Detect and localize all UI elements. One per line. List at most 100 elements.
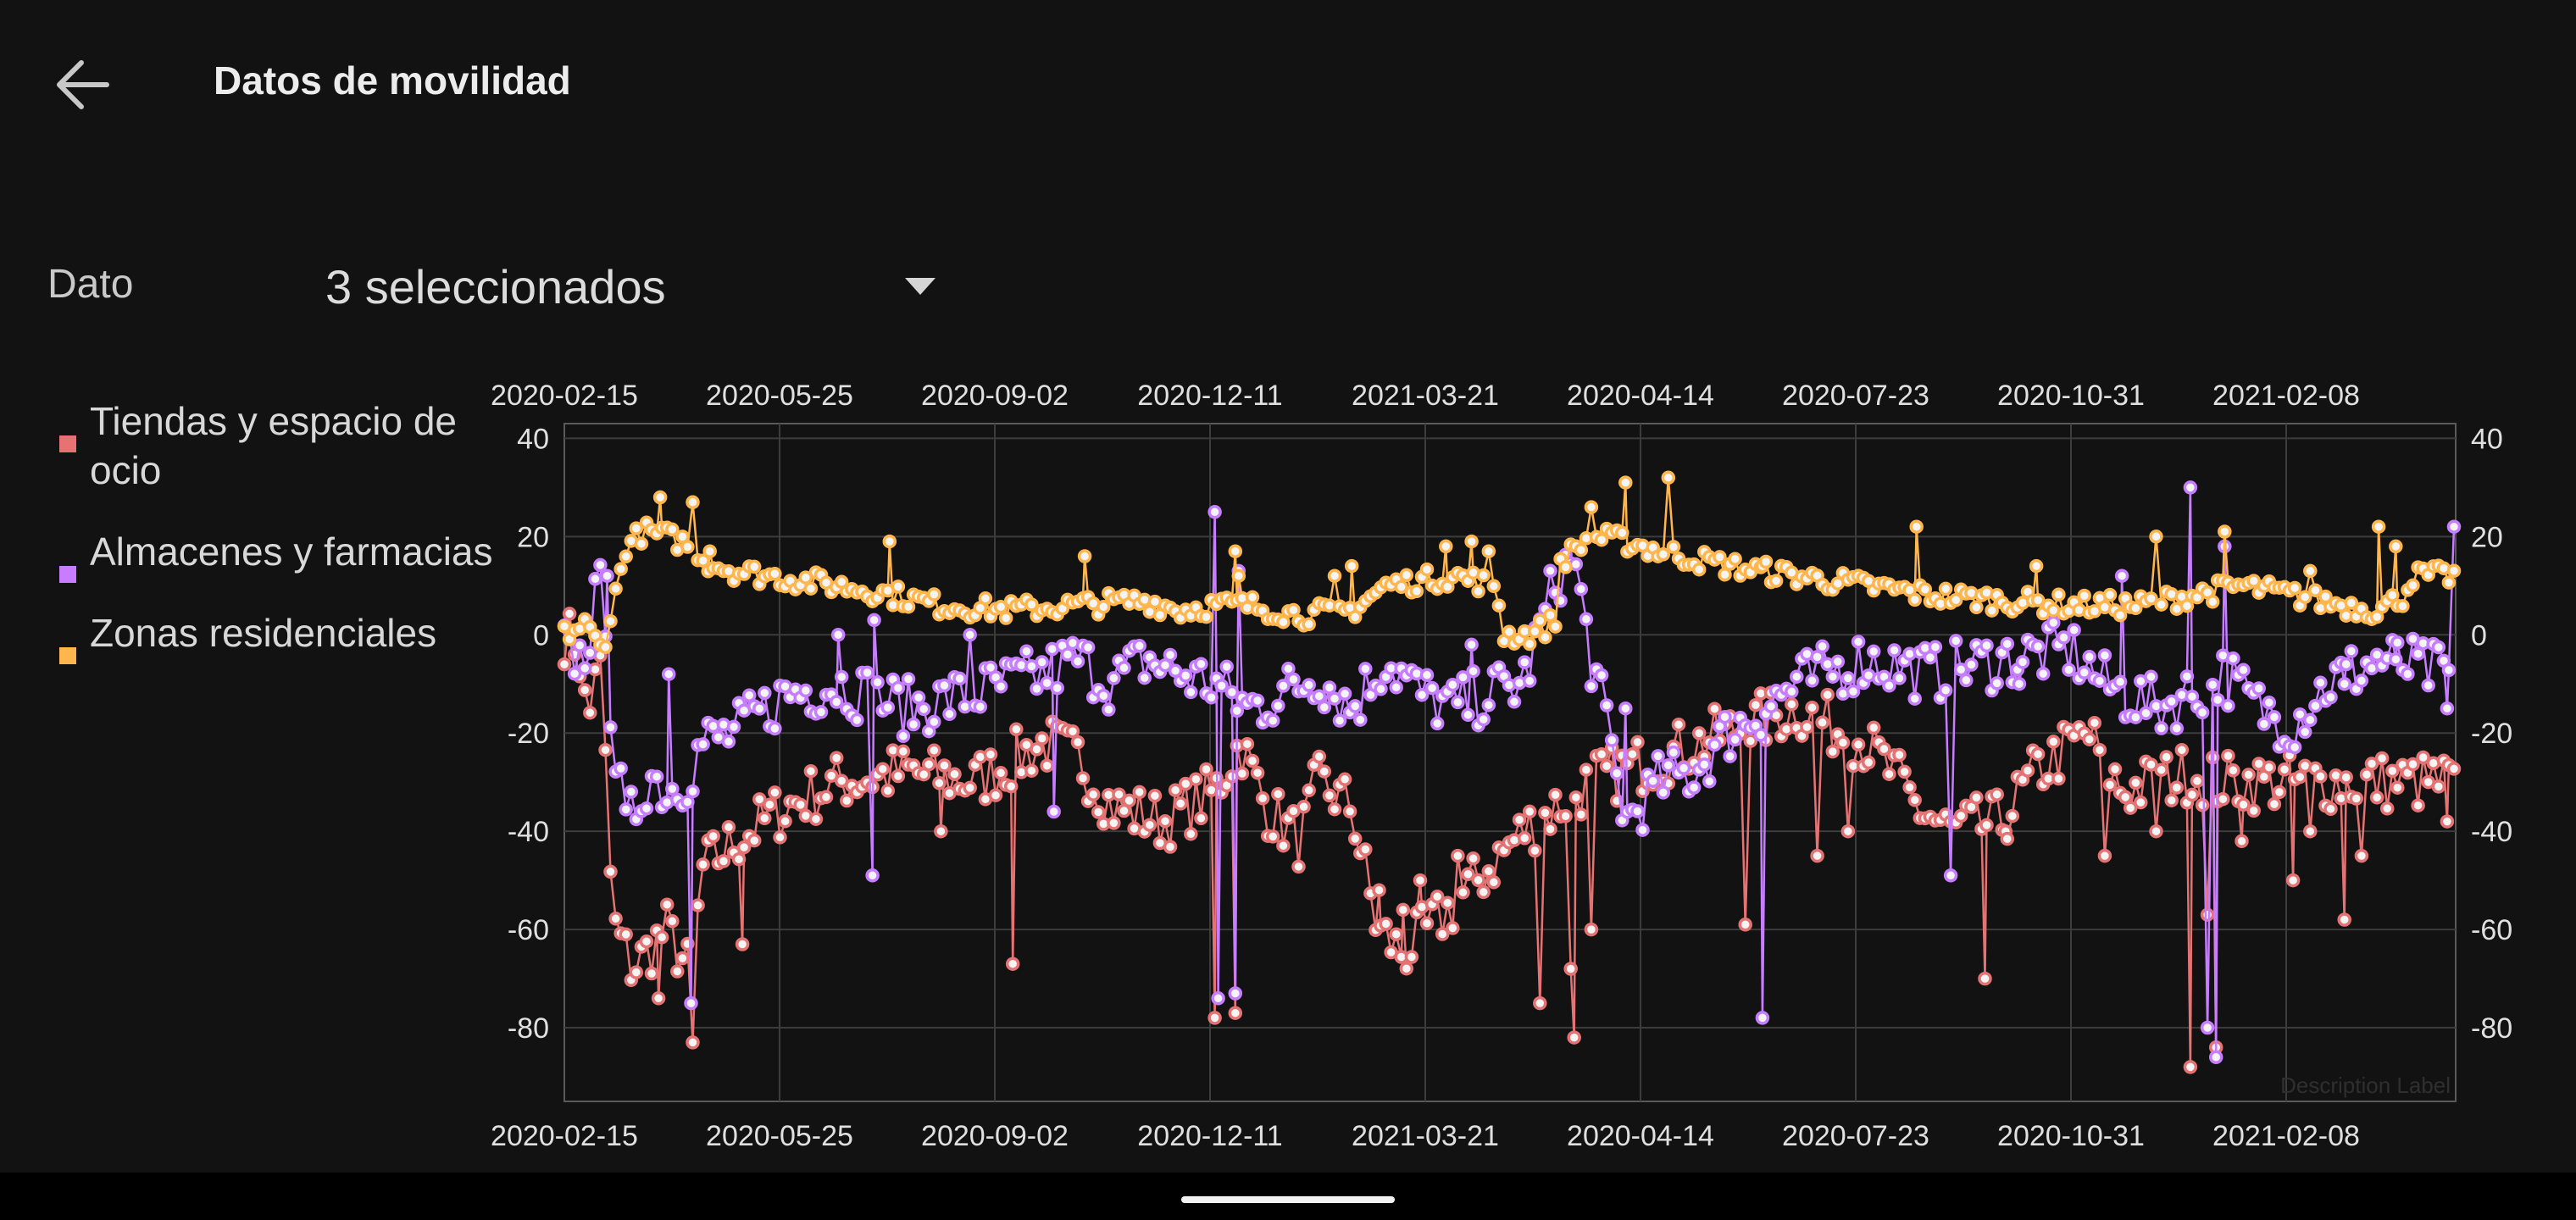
data-point (1446, 921, 1460, 935)
data-point (947, 767, 962, 781)
data-point (993, 766, 1008, 780)
data-point (1538, 629, 1552, 645)
data-point (1594, 668, 1609, 683)
data-point (583, 646, 597, 660)
data-point (2262, 760, 2277, 774)
data-point (2339, 770, 2353, 785)
data-point (1851, 737, 1866, 752)
data-point (2441, 575, 2457, 590)
data-selector-dropdown[interactable]: 3 seleccionados (325, 247, 944, 324)
data-point (1312, 689, 1327, 703)
data-point (1208, 1011, 1222, 1025)
data-point (1077, 549, 1092, 563)
data-point (2337, 676, 2351, 691)
data-point (1163, 647, 1178, 663)
data-point (916, 702, 931, 717)
data-point (880, 784, 896, 798)
data-point (1481, 864, 1496, 879)
data-point (2262, 695, 2277, 710)
data-point (2446, 762, 2462, 776)
data-point (1978, 971, 1992, 986)
legend-item-tiendas[interactable]: Tiendas y espacio de ocio (53, 396, 493, 495)
data-point (1851, 635, 1866, 649)
data-point (829, 751, 844, 765)
data-point (2431, 779, 2446, 794)
data-point (2000, 831, 2015, 846)
data-point (768, 566, 782, 581)
data-point (1353, 713, 1368, 727)
data-point (1132, 639, 1146, 653)
legend-swatch-almacenes (59, 566, 76, 583)
data-point (1286, 672, 1301, 687)
data-point (1584, 679, 1599, 694)
data-point (1630, 804, 1645, 818)
data-point (1337, 772, 1352, 787)
back-arrow-icon[interactable] (47, 53, 122, 117)
data-point (2349, 791, 2364, 806)
filter-label: Dato (47, 262, 134, 307)
data-point (1902, 780, 1917, 795)
data-point (896, 744, 911, 759)
data-point (803, 763, 819, 779)
data-point (2308, 583, 2323, 597)
data-point (1522, 636, 1537, 652)
data-point (1030, 681, 1044, 696)
data-point (2385, 588, 2400, 602)
data-point (2057, 630, 2071, 645)
x-tick-label-top: 2020-12-11 (1137, 380, 1282, 412)
data-point (1281, 662, 1296, 676)
data-point (1691, 726, 1707, 740)
data-point (1686, 780, 1702, 795)
data-point (1276, 614, 1291, 629)
data-point (2371, 519, 2386, 534)
data-point (2062, 663, 2076, 677)
legend-item-residenciales[interactable]: Zonas residenciales (53, 608, 493, 664)
data-point (1707, 702, 1722, 716)
data-point (1214, 679, 1229, 693)
data-point (2285, 873, 2301, 888)
data-point (2159, 750, 2174, 764)
chart-description-label: Description Label (2280, 1073, 2451, 1098)
data-point (1877, 741, 1891, 757)
data-point (2431, 640, 2446, 655)
data-point (1224, 685, 1240, 700)
data-point (644, 966, 659, 981)
data-point (2129, 601, 2143, 616)
data-point (1466, 851, 1480, 866)
data-point (2337, 912, 2351, 927)
data-point (2374, 751, 2390, 766)
data-point (654, 930, 669, 945)
data-point (937, 678, 952, 693)
home-gesture-pill[interactable] (1181, 1196, 1395, 1203)
data-point (937, 758, 952, 773)
data-point (1347, 831, 1363, 846)
data-point (1985, 603, 1999, 618)
data-point (1374, 682, 1388, 696)
data-point (1302, 617, 1316, 632)
data-point (1250, 693, 1265, 708)
data-point (1461, 867, 1475, 882)
data-point (963, 780, 977, 796)
data-point (1228, 544, 1243, 558)
data-point (1651, 749, 1665, 763)
data-point (736, 840, 752, 855)
data-point (1142, 818, 1158, 832)
mobility-chart[interactable]: 2020-02-15 2020-02-15 2020-05-25 2020-05-25… (0, 0, 2576, 1173)
data-point (867, 613, 881, 628)
data-point (1486, 875, 1502, 890)
data-point (613, 761, 628, 776)
data-point (1825, 744, 1840, 759)
legend-item-almacenes[interactable]: Almacenes y farmacias (53, 527, 493, 583)
data-point (2164, 793, 2179, 807)
legend-swatch-residenciales (59, 647, 76, 664)
data-point (758, 811, 772, 826)
data-point (1866, 720, 1881, 735)
selector-value: 3 seleccionados (325, 260, 666, 313)
data-point (860, 665, 874, 680)
data-point (2149, 530, 2163, 544)
data-point (593, 557, 608, 573)
data-point (2446, 563, 2462, 578)
data-point (1245, 753, 1260, 768)
data-point (1763, 699, 1779, 713)
data-point (2107, 762, 2123, 777)
